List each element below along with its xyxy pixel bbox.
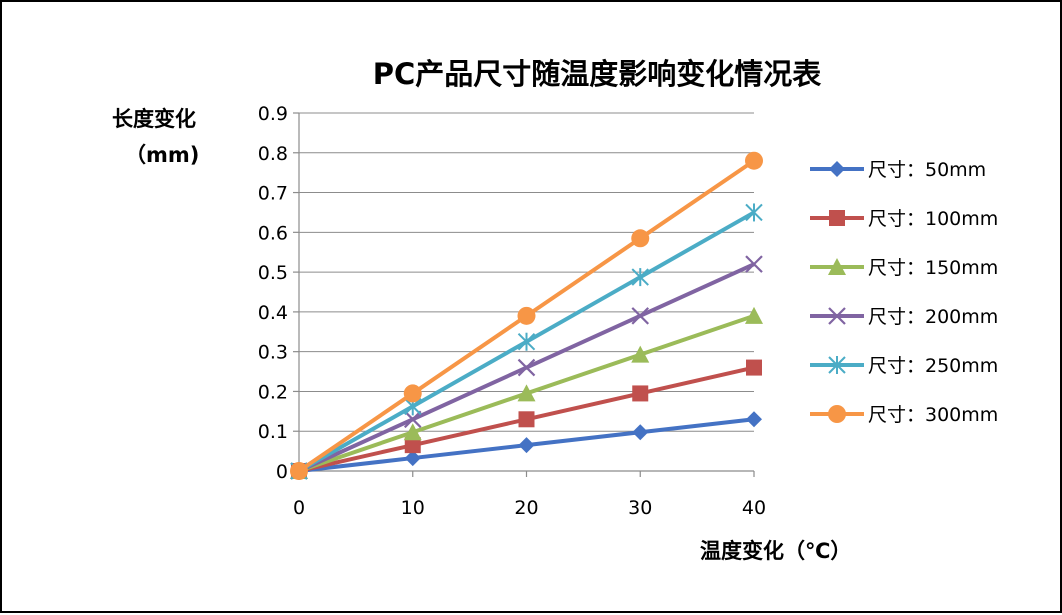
chart-title: PC产品尺寸随温度影响变化情况表 xyxy=(373,57,822,91)
x-axis-label: 温度变化（℃） xyxy=(700,539,851,563)
x-tick-label: 40 xyxy=(742,497,766,519)
data-point xyxy=(403,410,422,429)
legend-label: 尺寸：300mm xyxy=(868,404,998,426)
x-tick-label: 10 xyxy=(401,497,425,519)
data-point xyxy=(631,307,650,325)
legend-marker xyxy=(829,161,845,177)
marker-stroke xyxy=(517,358,536,377)
legend-item: 尺寸：50mm xyxy=(810,159,986,181)
marker-stroke xyxy=(631,307,650,325)
y-tick-label: 0.4 xyxy=(258,302,288,324)
x-tick-label: 30 xyxy=(628,497,652,519)
data-point xyxy=(517,332,536,351)
legend-marker xyxy=(828,307,846,325)
y-tick-label: 0.3 xyxy=(258,342,288,364)
y-tick-label: 0.2 xyxy=(258,381,288,403)
data-point xyxy=(404,450,421,467)
marker-stroke xyxy=(403,410,422,429)
data-point xyxy=(403,423,422,441)
data-point xyxy=(517,384,536,402)
y-tick-label: 0.5 xyxy=(258,262,288,284)
legend-marker xyxy=(829,210,845,226)
data-point xyxy=(746,359,762,376)
data-point xyxy=(517,358,536,377)
data-point xyxy=(745,203,763,222)
data-point xyxy=(631,345,650,363)
data-point xyxy=(631,268,649,287)
legend-marker xyxy=(828,356,846,374)
series-3 xyxy=(290,306,763,479)
legend-label: 尺寸：50mm xyxy=(868,159,986,181)
data-point xyxy=(632,424,649,441)
legend-label: 尺寸：250mm xyxy=(868,355,998,377)
legend: 尺寸：50mm 尺寸：100mm 尺寸：150mm 尺寸：200mm 尺寸：250mm 尺… xyxy=(810,159,998,426)
x-tick-label: 20 xyxy=(514,497,538,519)
gridlines xyxy=(299,112,754,432)
y-tick-label: 0.6 xyxy=(258,222,288,244)
series-6 xyxy=(290,151,763,480)
y-axis-label-line2: （mm) xyxy=(125,143,199,167)
data-point xyxy=(745,306,763,324)
y-tick-label: 0.1 xyxy=(258,421,288,443)
data-point xyxy=(518,437,535,454)
legend-label: 尺寸：150mm xyxy=(868,257,998,279)
data-point xyxy=(404,437,421,454)
data-point xyxy=(518,411,535,428)
legend-item: 尺寸：150mm xyxy=(810,257,998,279)
y-axis-label-line1: 长度变化 xyxy=(112,107,196,131)
data-point xyxy=(517,306,536,325)
legend-item: 尺寸：100mm xyxy=(810,208,998,230)
legend-item: 尺寸：200mm xyxy=(810,306,998,328)
data-point xyxy=(746,411,762,428)
marker-stroke xyxy=(828,307,846,325)
legend-marker xyxy=(828,258,846,275)
data-point xyxy=(745,255,763,273)
legend-marker xyxy=(828,405,846,423)
data-point xyxy=(745,151,763,170)
y-tick-label: 0.7 xyxy=(258,183,288,205)
y-tick-label: 0.9 xyxy=(258,103,288,125)
x-tick-label: 0 xyxy=(293,497,305,519)
data-point xyxy=(290,462,308,480)
data-point xyxy=(632,385,649,402)
y-tick-label: 0 xyxy=(276,461,288,483)
legend-label: 尺寸：100mm xyxy=(868,208,998,230)
series-lines xyxy=(290,151,763,480)
legend-item: 尺寸：250mm xyxy=(810,355,998,377)
marker-stroke xyxy=(745,255,763,273)
axes: 0 0.1 0.2 0.3 0.4 0.5 0.6 0.7 0.8 0.9 0 10 20 30 40 xyxy=(258,103,766,519)
data-point xyxy=(403,384,422,403)
series-2 xyxy=(291,359,762,479)
legend-label: 尺寸：200mm xyxy=(868,306,998,328)
legend-item: 尺寸：300mm xyxy=(810,404,998,426)
data-point xyxy=(631,229,650,248)
y-tick-label: 0.8 xyxy=(258,143,288,165)
